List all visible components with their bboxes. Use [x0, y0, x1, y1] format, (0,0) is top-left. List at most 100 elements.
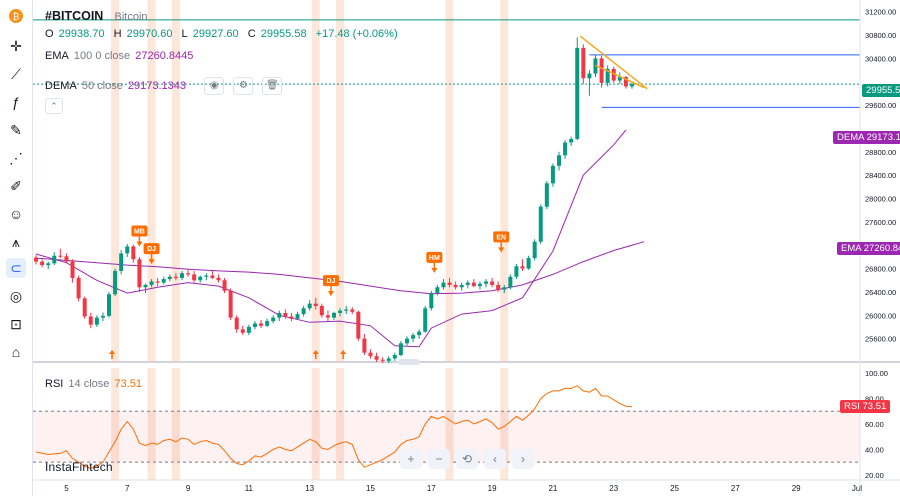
signal-badge — [131, 225, 148, 237]
delete-icon[interactable]: 🗑 — [262, 77, 283, 95]
ema-legend[interactable]: EMA 100 0 close 27260.8445 — [45, 50, 195, 62]
open-label: O — [45, 28, 54, 40]
candle-body — [100, 315, 105, 318]
candle-body — [435, 287, 440, 294]
candle-body — [228, 290, 233, 318]
svg-text:₿: ₿ — [13, 12, 20, 23]
candle-body — [161, 279, 166, 283]
rsi-label: RSI — [45, 378, 64, 390]
candle-body — [332, 312, 337, 318]
candle-body — [563, 142, 568, 156]
candle-body — [404, 338, 409, 344]
candle-body — [252, 323, 257, 327]
text-icon[interactable]: ⋰ — [9, 149, 23, 166]
candle-body — [496, 284, 501, 290]
event-highlight-band-rsi — [111, 368, 120, 480]
zoom-in-button[interactable]: + — [400, 449, 422, 469]
event-highlight-band — [336, 0, 345, 362]
bitcoin-icon: ₿ — [6, 6, 26, 26]
date-tick-label: 21 — [548, 484, 557, 493]
candle-body — [155, 281, 160, 283]
candle-body — [550, 165, 555, 184]
candle-body — [386, 358, 391, 361]
collapse-legend-button[interactable]: ⌃ — [45, 98, 63, 114]
triangle-lower-line — [595, 64, 645, 89]
eye-icon[interactable]: ◎ — [9, 287, 23, 304]
rsi-legend[interactable]: RSI 14 close 73.51 — [45, 378, 144, 390]
ohlc-legend: O 29938.70 H 29970.60 L 29927.60 C 29955… — [45, 28, 404, 40]
emoji-icon[interactable]: ☺ — [8, 206, 24, 222]
watermark: InstaFintech — [45, 460, 113, 474]
fib-icon[interactable]: ƒ — [12, 94, 20, 110]
rsi-tick-label: 60.00 — [865, 420, 884, 429]
dema-legend[interactable]: DEMA 50 close 29173.1343 ◉ ⚙ 🗑 — [45, 77, 284, 95]
hide-eye-icon[interactable]: ◉ — [204, 77, 225, 95]
zoom-out-button[interactable]: − — [428, 449, 450, 469]
dema-label: DEMA — [45, 79, 77, 92]
date-tick-label: Jul — [852, 484, 862, 493]
candle-body — [374, 356, 379, 360]
candle-body — [398, 343, 403, 355]
scroll-right-button[interactable]: › — [512, 449, 534, 469]
rsi-params: 14 close — [68, 378, 110, 390]
trash-icon[interactable]: ⌂ — [11, 344, 21, 360]
candle-body — [271, 317, 276, 322]
brush-icon[interactable]: ✎ — [10, 121, 22, 138]
candle-body — [88, 316, 93, 325]
dema-price-tag: DEMA 29173.13 — [833, 131, 900, 144]
candle-body — [58, 255, 63, 257]
candle-body — [423, 308, 428, 332]
ema-tag-value: 27260.84 — [863, 243, 900, 254]
candle-body — [502, 287, 507, 290]
price-tick-label: 28000.00 — [865, 195, 896, 204]
date-tick-label: 19 — [488, 484, 497, 493]
low-label: L — [181, 28, 188, 40]
candle-body — [192, 274, 197, 281]
settings-icon[interactable]: ⚙ — [233, 77, 254, 95]
candle-body — [544, 183, 549, 207]
event-highlight-band-rsi — [147, 368, 156, 480]
candle-body — [125, 246, 130, 254]
candle-body — [107, 294, 112, 316]
candle-body — [617, 77, 622, 81]
candle-body — [173, 276, 178, 278]
trend-line-icon[interactable]: ⟋ — [11, 65, 21, 82]
signal-arrow — [148, 259, 155, 265]
candle-body — [198, 276, 203, 281]
dema-params: 50 close — [81, 79, 123, 92]
ema-value: 27260.8445 — [135, 50, 194, 62]
candle-body — [283, 312, 288, 317]
reset-zoom-button[interactable]: ⟲ — [456, 449, 478, 469]
candle-body — [143, 284, 148, 288]
candle-body — [459, 284, 464, 288]
candle-body — [82, 298, 87, 317]
candle-body — [538, 206, 543, 242]
signal-arrow — [431, 267, 438, 273]
ema-tag-label: EMA — [841, 243, 862, 254]
crosshair-icon[interactable]: ✛ — [10, 37, 22, 54]
pattern-icon[interactable]: ✐ — [10, 177, 22, 194]
candle-body — [94, 317, 99, 325]
low-value: 29927.60 — [192, 28, 239, 40]
rsi-tick-label: 40.00 — [865, 445, 884, 454]
scroll-left-button[interactable]: ‹ — [484, 449, 506, 469]
lock-icon[interactable]: ⊡ — [10, 315, 22, 332]
price-tick-label: 27600.00 — [865, 218, 896, 227]
buy-arrow — [109, 350, 116, 354]
event-highlight-band — [311, 0, 320, 362]
zoom-controls: + − ⟲ ‹ › — [400, 449, 534, 469]
candle-body — [240, 329, 245, 333]
event-highlight-band-rsi — [171, 368, 180, 480]
event-highlight-band-rsi — [336, 368, 345, 480]
high-label: H — [113, 28, 122, 40]
rsi-tick-label: 100.00 — [865, 369, 888, 378]
magnet-icon[interactable]: ⊂ — [6, 258, 26, 278]
dema-tag-label: DEMA — [837, 132, 864, 143]
candle-body — [52, 255, 57, 264]
date-tick-label: 17 — [427, 484, 436, 493]
symbol-ticker: #BITCOIN — [45, 9, 104, 23]
rsi-tick-label: 20.00 — [865, 471, 884, 480]
measure-icon[interactable]: ⩚ — [12, 233, 20, 250]
candle-body — [265, 321, 270, 326]
